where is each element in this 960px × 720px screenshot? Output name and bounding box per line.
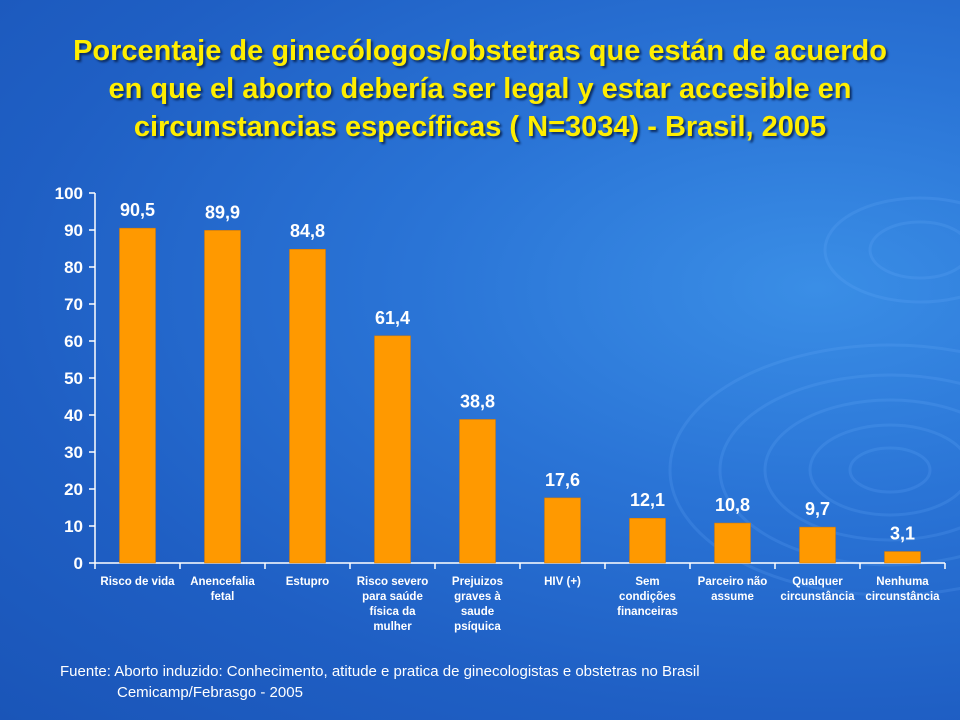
x-category-label-line: circunstância — [865, 591, 940, 603]
x-category-label: HIV (+) — [544, 576, 581, 588]
chart-title-line-2: en que el aborto debería ser legal y est… — [108, 73, 852, 105]
bar-value-label: 84,8 — [290, 221, 325, 241]
chart-title-line-1: Porcentaje de ginecólogos/obstetras que … — [73, 35, 887, 67]
x-category-label-line: saude — [461, 606, 494, 618]
x-category-label-line: mulher — [373, 621, 412, 633]
source-note: Fuente: Aborto induzido: Conhecimento, a… — [60, 661, 700, 703]
x-category-label: Sem condições financeiras — [617, 576, 678, 618]
x-category-label: Risco severo para saúde física da mulher — [357, 576, 429, 633]
bar-value-label: 10,8 — [715, 495, 750, 515]
bar-value-label: 61,4 — [375, 308, 410, 328]
x-category-label-line: Anencefalia — [190, 576, 255, 588]
bar-value-label: 90,5 — [120, 200, 155, 220]
bar-value-label: 12,1 — [630, 490, 665, 510]
x-category-label-line: assume — [711, 591, 754, 603]
y-tick-label: 10 — [64, 517, 83, 536]
chart-title: Porcentaje de ginecólogos/obstetras que … — [0, 32, 960, 146]
x-category-label-line: para saúde — [362, 591, 423, 603]
y-tick-label: 40 — [64, 406, 83, 425]
y-tick-label: 90 — [64, 221, 83, 240]
bar-chart: 0 10 20 30 40 50 60 70 80 90 100 90,5 Risco de vida 8… — [55, 184, 940, 633]
x-category-label: Estupro — [286, 576, 329, 588]
bar — [544, 497, 581, 564]
bar — [289, 248, 326, 564]
x-category-label-line: graves à — [454, 591, 501, 603]
x-category-label: Qualquer circunstância — [780, 576, 855, 603]
x-category-label-line: Qualquer — [792, 576, 843, 588]
bar-value-label: 38,8 — [460, 391, 495, 411]
x-category-label-line: HIV (+) — [544, 576, 581, 588]
x-category-label-line: Prejuizos — [452, 576, 503, 588]
bar — [799, 526, 836, 564]
bar — [119, 227, 156, 564]
x-category-label: Nenhuma circunstância — [865, 576, 940, 603]
bar-value-label: 89,9 — [205, 202, 240, 222]
x-category-label: Anencefalia fetal — [190, 576, 255, 603]
x-category-label: Prejuizos graves à saude psíquica — [452, 576, 503, 633]
y-tick-label: 80 — [64, 258, 83, 277]
x-category-label-line: Nenhuma — [876, 576, 929, 588]
x-category-label-line: circunstância — [780, 591, 855, 603]
bar-value-label: 3,1 — [890, 524, 915, 544]
bar-value-label: 17,6 — [545, 470, 580, 490]
y-tick-label: 60 — [64, 332, 83, 351]
bar — [204, 230, 241, 564]
x-category-label-line: psíquica — [454, 621, 501, 633]
bar — [714, 522, 751, 564]
x-category-label-line: Sem — [635, 576, 659, 588]
x-category-label: Parceiro não assume — [698, 576, 768, 603]
y-tick-label: 70 — [64, 295, 83, 314]
bar — [629, 517, 666, 564]
x-category-label-line: física da — [369, 606, 416, 618]
y-tick-label: 20 — [64, 480, 83, 499]
y-tick-label: 0 — [74, 554, 83, 573]
chart-title-line-3: circunstancias específicas ( N=3034) - B… — [133, 111, 827, 143]
bar — [374, 335, 411, 564]
x-category-label-line: fetal — [211, 591, 235, 603]
bar — [884, 551, 921, 564]
x-category-label-line: condições — [619, 591, 676, 603]
bar — [459, 419, 496, 564]
x-category-label-line: financeiras — [617, 606, 678, 618]
x-category-label-line: Risco severo — [357, 576, 429, 588]
x-category-label-line: Parceiro não — [698, 576, 768, 588]
y-tick-label: 30 — [64, 443, 83, 462]
bar-value-label: 9,7 — [805, 499, 830, 519]
x-category-label: Risco de vida — [100, 576, 175, 588]
y-tick-label: 50 — [64, 369, 83, 388]
source-line-1: Fuente: Aborto induzido: Conhecimento, a… — [60, 663, 700, 680]
x-category-label-line: Risco de vida — [100, 576, 175, 588]
source-line-2: Cemicamp/Febrasgo - 2005 — [117, 684, 303, 701]
y-tick-label: 100 — [55, 184, 83, 203]
x-category-label-line: Estupro — [286, 576, 329, 588]
